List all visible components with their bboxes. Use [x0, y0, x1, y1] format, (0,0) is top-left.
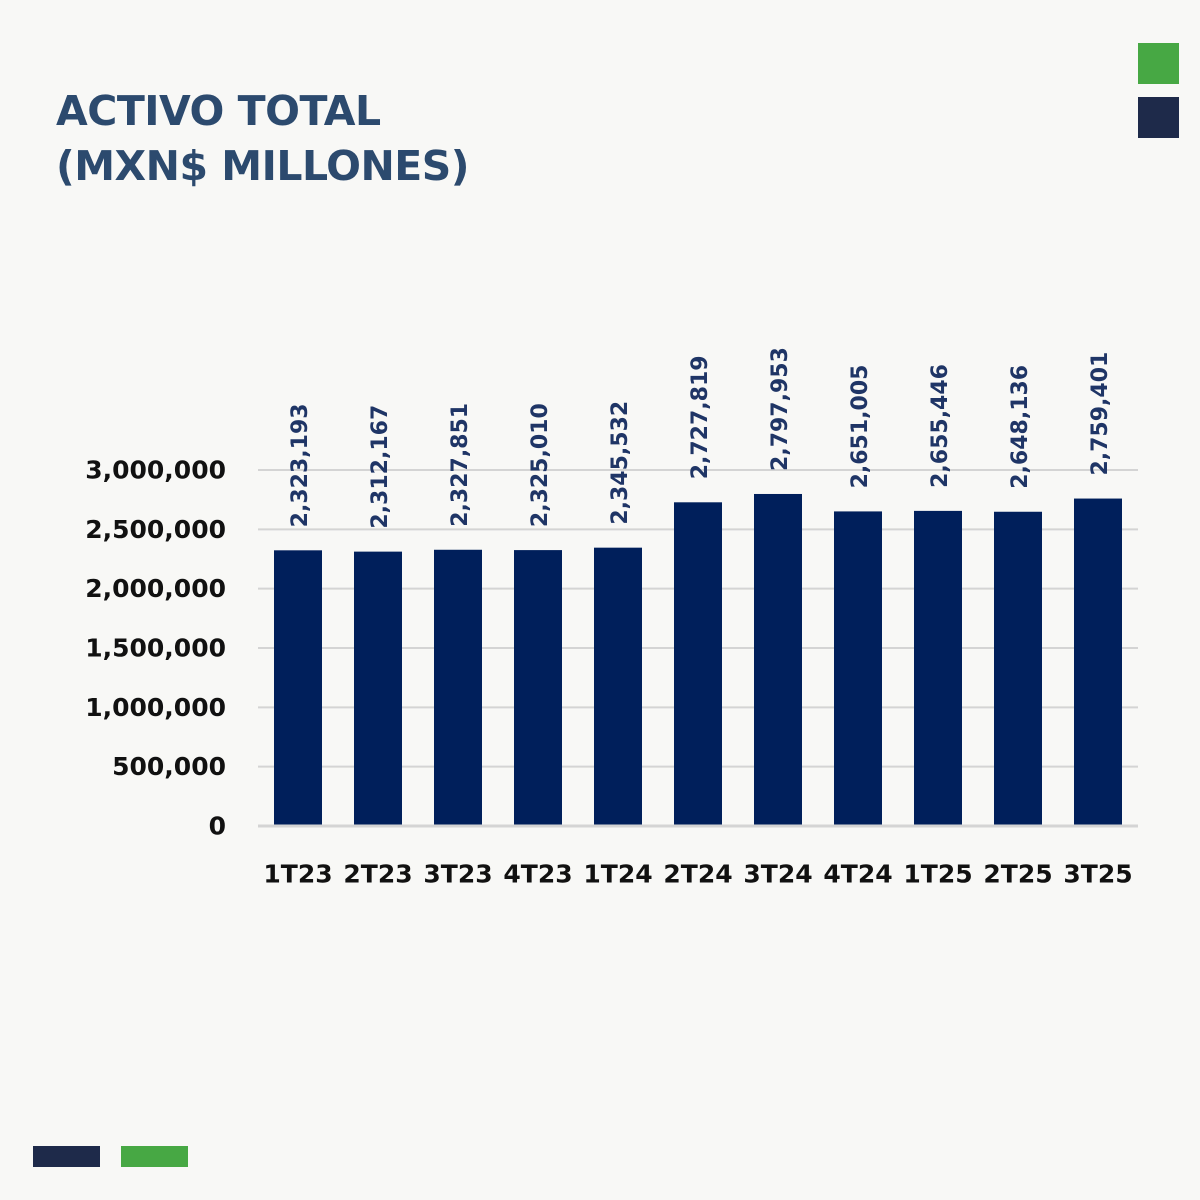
x-tick-label-1T25: 1T25	[903, 860, 972, 889]
data-label-2T23: 2,312,167	[368, 405, 393, 529]
decor-green-bar	[121, 1146, 188, 1167]
x-tick-label-2T23: 2T23	[343, 860, 412, 889]
bar-3T25	[1074, 498, 1122, 826]
bar-3T23	[434, 549, 482, 826]
bar-4T24	[834, 511, 882, 826]
y-tick-label-3: 1,500,000	[85, 634, 226, 663]
x-tick-label-3T25: 3T25	[1063, 860, 1132, 889]
data-label-1T25: 2,655,446	[928, 364, 953, 488]
bar-3T24	[754, 493, 802, 826]
bar-2T24	[674, 502, 722, 826]
data-label-2T24: 2,727,819	[688, 355, 713, 479]
data-label-1T23: 2,323,193	[288, 403, 313, 527]
title-line-2: (MXN$ MILLONES)	[56, 142, 470, 190]
data-label-3T25: 2,759,401	[1088, 352, 1113, 476]
page-title: ACTIVO TOTAL (MXN$ MILLONES)	[56, 84, 470, 194]
bar-1T24	[594, 547, 642, 826]
data-label-3T23: 2,327,851	[448, 403, 473, 527]
x-tick-label-4T24: 4T24	[823, 860, 892, 889]
data-label-3T24: 2,797,953	[768, 347, 793, 471]
bar-1T25	[914, 510, 962, 826]
x-tick-label-2T25: 2T25	[983, 860, 1052, 889]
x-tick-label-1T23: 1T23	[263, 860, 332, 889]
x-tick-label-1T24: 1T24	[583, 860, 652, 889]
decor-green-square	[1138, 43, 1179, 84]
x-tick-label-3T24: 3T24	[743, 860, 812, 889]
decor-navy-square	[1138, 97, 1179, 138]
decor-navy-bar	[33, 1146, 100, 1167]
y-tick-label-5: 2,500,000	[85, 515, 226, 544]
y-tick-label-0: 0	[209, 812, 226, 841]
bar-2T23	[354, 551, 402, 826]
data-label-4T23: 2,325,010	[528, 403, 553, 527]
y-tick-label-6: 3,000,000	[85, 456, 226, 485]
data-label-1T24: 2,345,532	[608, 401, 633, 525]
bar-2T25	[994, 511, 1042, 826]
bar-1T23	[274, 550, 322, 826]
x-tick-label-2T24: 2T24	[663, 860, 732, 889]
title-line-1: ACTIVO TOTAL	[56, 87, 381, 135]
x-tick-label-3T23: 3T23	[423, 860, 492, 889]
data-label-2T25: 2,648,136	[1008, 365, 1033, 489]
data-label-4T24: 2,651,005	[848, 365, 873, 489]
y-tick-label-4: 2,000,000	[85, 574, 226, 603]
bar-4T23	[514, 550, 562, 826]
y-tick-label-1: 500,000	[112, 752, 226, 781]
x-tick-label-4T23: 4T23	[503, 860, 572, 889]
y-tick-label-2: 1,000,000	[85, 693, 226, 722]
